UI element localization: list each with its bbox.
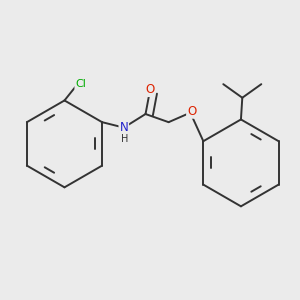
Text: H: H bbox=[122, 134, 129, 144]
Text: O: O bbox=[187, 105, 196, 118]
Text: O: O bbox=[145, 83, 154, 96]
Text: Cl: Cl bbox=[75, 79, 86, 89]
Text: N: N bbox=[119, 121, 128, 134]
